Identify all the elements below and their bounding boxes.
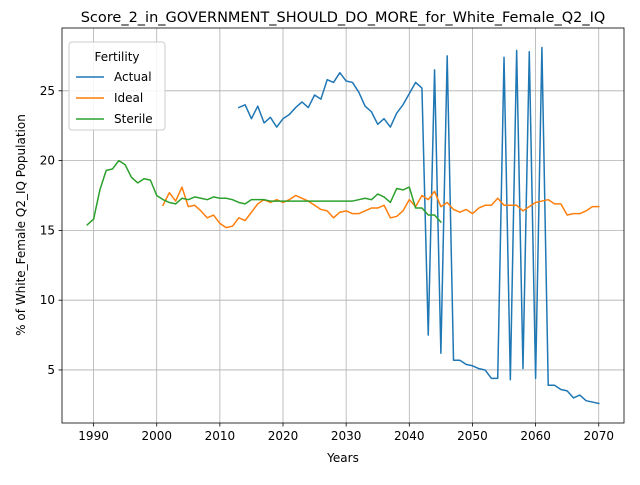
- x-tick-label: 2040: [394, 429, 425, 443]
- y-axis-label: % of White_Female Q2_IQ Population: [14, 114, 28, 336]
- series-line-ideal: [162, 186, 600, 229]
- plot-frame: [61, 27, 625, 424]
- legend-title: Fertility: [94, 50, 139, 64]
- y-tick-label: 15: [40, 223, 55, 237]
- x-tick-label: 2010: [205, 429, 236, 443]
- series-line-sterile: [86, 159, 442, 226]
- series-line-actual: [237, 46, 600, 405]
- axis-ticks: 1990 2000 2010 2020 2030 2040 2050 2060 2070 5 10 1…: [40, 84, 614, 443]
- x-tick-label: 2030: [331, 429, 362, 443]
- chart-title: Score_2_in_GOVERNMENT_SHOULD_DO_MORE_for…: [81, 10, 606, 26]
- legend-label-actual: Actual: [114, 70, 152, 84]
- x-tick-label: 2060: [520, 429, 551, 443]
- x-tick-label: 2050: [457, 429, 488, 443]
- legend-label-ideal: Ideal: [114, 91, 143, 105]
- legend-box: [68, 41, 166, 131]
- x-tick-label: 2020: [268, 429, 299, 443]
- x-tick-label: 1990: [78, 429, 109, 443]
- x-tick-label: 2000: [141, 429, 172, 443]
- y-tick-label: 25: [40, 84, 55, 98]
- y-tick-label: 20: [40, 154, 55, 168]
- series-lines: [86, 46, 600, 405]
- legend-label-sterile: Sterile: [114, 112, 153, 126]
- y-tick-label: 10: [40, 293, 55, 307]
- x-tick-label: 2070: [583, 429, 614, 443]
- x-axis-label: Years: [326, 451, 359, 465]
- y-tick-label: 5: [47, 363, 55, 377]
- grid: [62, 28, 624, 423]
- legend: Fertility Actual Ideal Sterile: [68, 41, 166, 131]
